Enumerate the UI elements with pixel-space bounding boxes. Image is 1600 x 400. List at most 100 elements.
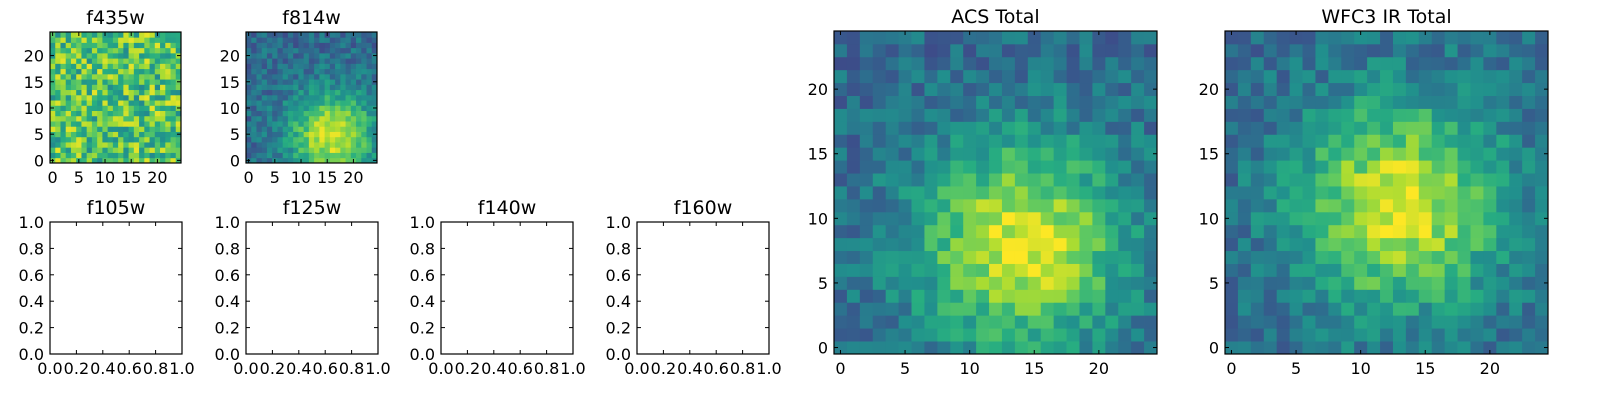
heatmap-cell [924, 198, 938, 213]
heatmap-cell [282, 68, 289, 75]
heatmap-cell [55, 152, 61, 159]
heatmap-cell [76, 126, 82, 132]
heatmap-cell [277, 52, 284, 59]
heatmap-cell [112, 68, 119, 75]
heatmap-cell [1250, 237, 1265, 252]
heatmap-cell [898, 315, 912, 329]
heatmap-cell [133, 37, 140, 43]
heatmap-cell [1289, 82, 1303, 96]
heatmap-cell [1263, 289, 1278, 303]
heatmap-cell [303, 79, 310, 85]
heatmap-cell [335, 136, 341, 143]
heatmap-cell [1040, 31, 1055, 45]
heatmap-cell [324, 126, 331, 132]
heatmap-cell [1328, 82, 1342, 96]
heatmap-cell [1040, 341, 1055, 355]
heatmap-cell [1105, 250, 1119, 264]
heatmap-cell [1237, 108, 1252, 122]
heatmap-cell [1014, 302, 1029, 316]
heatmap-cell [976, 198, 990, 213]
heatmap-cell [1118, 250, 1132, 264]
heatmap-cell [1431, 211, 1446, 226]
heatmap-cell [251, 42, 257, 49]
heatmap-cell [1392, 250, 1407, 264]
heatmap-cell [989, 147, 1003, 161]
heatmap-cell [282, 79, 289, 85]
heatmap-cell [1418, 315, 1433, 329]
heatmap-cell [246, 42, 252, 49]
heatmap-cell [1509, 69, 1523, 84]
heatmap-cell [144, 47, 150, 54]
x-tick-label: 1.0 [560, 359, 585, 378]
heatmap-cell [846, 173, 861, 187]
heatmap-cell [1237, 186, 1252, 200]
x-tick-label: 0.4 [677, 359, 702, 378]
heatmap-cell [1315, 302, 1329, 316]
heatmap-cell [1457, 134, 1471, 148]
heatmap-cell [1250, 315, 1265, 329]
heatmap-cell [319, 105, 325, 111]
heatmap-cell [55, 147, 61, 153]
heatmap-cell [1367, 82, 1381, 96]
heatmap-cell [1431, 31, 1446, 45]
heatmap-cell [81, 157, 88, 164]
heatmap-cell [1118, 198, 1132, 213]
heatmap-cell [911, 276, 925, 290]
heatmap-cell [170, 68, 177, 75]
heatmap-cell [859, 31, 874, 45]
heatmap-cell [1418, 328, 1433, 342]
heatmap-cell [1066, 147, 1080, 161]
heatmap-cell [924, 250, 938, 264]
heatmap-cell [266, 115, 273, 122]
heatmap-cell [1483, 69, 1497, 84]
heatmap-cell [885, 134, 899, 148]
heatmap-cell [314, 115, 320, 122]
heatmap-cell [361, 89, 367, 96]
heatmap-cell [112, 142, 119, 148]
heatmap-cell [91, 84, 98, 91]
heatmap-cell [261, 32, 268, 38]
heatmap-cell [65, 142, 72, 148]
heatmap-cell [308, 152, 315, 159]
heatmap-cell [97, 105, 103, 111]
heatmap-cell [989, 95, 1003, 109]
heatmap-cell [1066, 237, 1080, 252]
heatmap-cell [1483, 224, 1497, 239]
heatmap-cell [371, 37, 378, 43]
heatmap-cell [1341, 276, 1355, 290]
heatmap-cell [1522, 147, 1536, 161]
heatmap-cell [1315, 82, 1329, 96]
heatmap-cell [1263, 315, 1278, 329]
heatmap-cell [91, 142, 98, 148]
heatmap-cell [65, 89, 72, 96]
heatmap-cell [1053, 237, 1067, 252]
heatmap-cell [937, 43, 951, 58]
heatmap-cell [1144, 95, 1158, 109]
heatmap-cell [1367, 134, 1381, 148]
heatmap-cell [123, 115, 129, 122]
heatmap-cell [50, 147, 56, 153]
heatmap-cell [1457, 315, 1471, 329]
heatmap-cell [329, 52, 336, 59]
heatmap-cell [1131, 250, 1145, 264]
heatmap-cell [81, 89, 88, 96]
heatmap-cell [133, 105, 140, 111]
heatmap-cell [86, 37, 93, 43]
heatmap-cell [1380, 341, 1394, 355]
heatmap-cell [149, 42, 156, 49]
heatmap-cell [149, 152, 156, 159]
heatmap-cell [329, 89, 336, 96]
heatmap-cell [123, 68, 129, 75]
heatmap-cell [251, 126, 257, 132]
heatmap-cell [154, 58, 161, 64]
heatmap-cell [123, 79, 129, 85]
heatmap-cell [1144, 121, 1158, 135]
heatmap-cell [1315, 56, 1329, 71]
heatmap-cell [81, 37, 88, 43]
heatmap-cell [282, 105, 289, 111]
heatmap-cell [1418, 237, 1433, 252]
heatmap-cell [1328, 237, 1342, 252]
heatmap-cell [314, 47, 320, 54]
heatmap-cell [60, 37, 67, 43]
heatmap-cell [277, 142, 284, 148]
